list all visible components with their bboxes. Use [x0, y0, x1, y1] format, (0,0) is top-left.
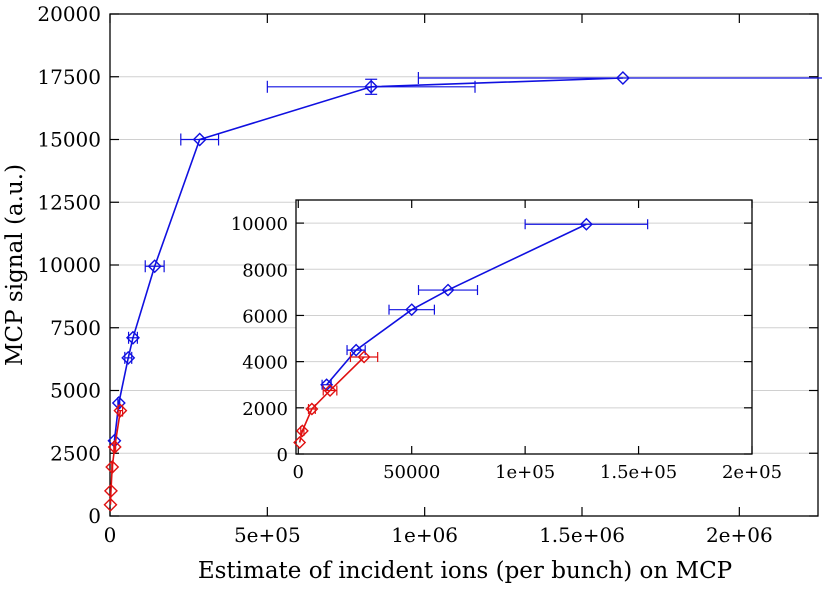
main-x-tick-label: 1.5e+06 — [539, 523, 625, 547]
main-blue-data-point — [125, 330, 140, 345]
main-y-tick-label: 7500 — [50, 316, 101, 340]
inset-plot: 0 2000 4000 6000 8000 10000 0 50000 1e+05 1.5e+05… — [231, 199, 782, 483]
inset-red-data-point — [305, 402, 319, 416]
inset-blue-data-point — [441, 283, 455, 297]
inset-plot-background — [296, 200, 752, 454]
main-red-data-point — [103, 497, 118, 512]
main-y-tick-label: 15000 — [37, 128, 101, 152]
main-x-tick-label: 0 — [104, 523, 117, 547]
main-red-data-point — [113, 403, 128, 418]
main-red-data-point — [103, 483, 118, 498]
inset-x-tick-label: 1e+05 — [495, 462, 555, 483]
inset-blue-data-point — [405, 303, 419, 317]
main-y-tick-label: 5000 — [50, 379, 101, 403]
inset-y-tick-label: 8000 — [242, 260, 288, 281]
main-y-tick-label: 0 — [88, 504, 101, 528]
main-blue-data-point — [111, 396, 126, 411]
main-y-tick-label: 10000 — [37, 253, 101, 277]
inset-y-tick-label: 10000 — [231, 214, 288, 235]
inset-x-tick-label: 1.5e+05 — [600, 462, 677, 483]
inset-x-tick-label: 0 — [293, 462, 304, 483]
main-red-data-point — [107, 439, 122, 454]
main-x-tick-label: 5e+05 — [234, 523, 301, 547]
inset-red-data-point — [293, 435, 307, 449]
inset-blue-data-point — [349, 343, 363, 357]
inset-x-tick-label: 50000 — [383, 462, 440, 483]
main-y-tick-label: 12500 — [37, 190, 101, 214]
x-axis-title: Estimate of incident ions (per bunch) on… — [198, 558, 732, 584]
inset-y-tick-label: 0 — [277, 445, 288, 466]
main-series-blue-line — [113, 77, 623, 441]
inset-blue-data-point — [579, 217, 593, 231]
inset-red-data-point — [295, 424, 309, 438]
main-blue-data-point — [121, 350, 136, 365]
y-axis-title: MCP signal (a.u.) — [2, 164, 28, 366]
main-blue-data-point — [147, 259, 162, 274]
main-blue-data-point — [364, 79, 379, 94]
inset-red-data-point — [323, 384, 337, 397]
main-y-tick-label: 20000 — [37, 2, 101, 26]
inset-frame — [295, 199, 753, 455]
main-red-data-point — [105, 460, 120, 475]
main-x-tick-label: 2e+06 — [706, 523, 773, 547]
inset-red-data-point — [357, 350, 371, 364]
main-y-tick-label: 17500 — [37, 65, 101, 89]
inset-y-tick-label: 4000 — [242, 353, 288, 374]
main-x-tick-label: 1e+06 — [391, 523, 458, 547]
main-y-tick-label: 2500 — [50, 441, 101, 465]
inset-y-tick-label: 6000 — [242, 306, 288, 327]
inset-y-tick-label: 2000 — [242, 399, 288, 420]
main-blue-data-point — [615, 71, 630, 85]
inset-x-tick-label: 2e+05 — [722, 462, 782, 483]
main-blue-data-point — [192, 132, 207, 147]
